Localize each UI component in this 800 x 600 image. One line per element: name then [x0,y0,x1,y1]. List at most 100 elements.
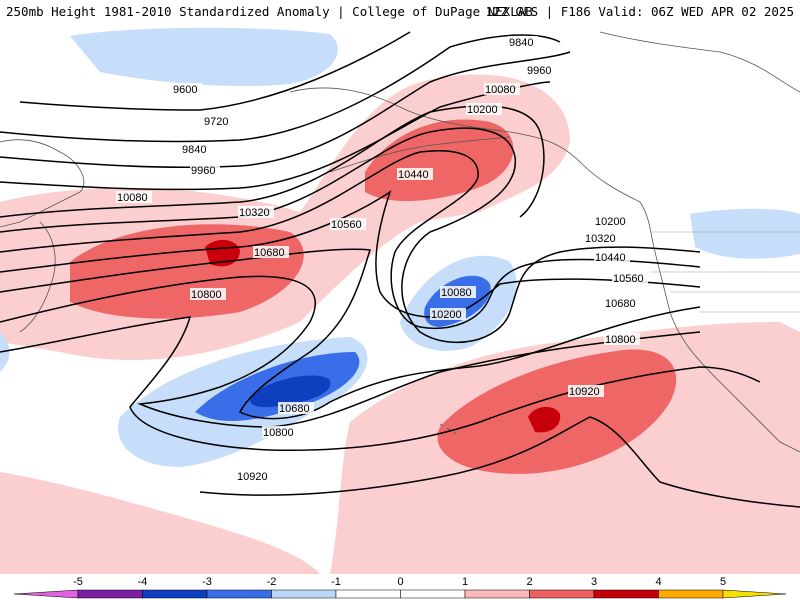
colorbar-tick-label: 0 [397,576,403,588]
svg-text:9960: 9960 [191,165,215,177]
contour-label: 10080 [440,286,476,299]
colorbar-swatch [335,589,401,599]
contour-label: 10080 [484,83,520,96]
coastline-aleutians [329,136,511,173]
colorbar-tick-label: 1 [462,576,468,588]
contour-label: 9840 [181,143,211,156]
contour-label: 9960 [526,64,556,77]
svg-text:10920: 10920 [237,471,268,483]
contour-10440 [0,190,701,318]
colorbar-swatch [142,589,208,599]
svg-text:10200: 10200 [431,309,462,321]
contour-label: 10560 [612,272,648,285]
hawaii-islands [439,423,457,435]
contour-labels: 9600 9720 9840 9960 10080 10200 10320 10… [116,36,648,483]
contour-label: 10320 [584,232,620,245]
contour-9600 [19,31,411,111]
svg-text:10800: 10800 [191,289,222,301]
svg-text:10080: 10080 [117,192,148,204]
contour-10680 [0,275,701,428]
contour-label: 10200 [594,215,630,228]
header-bar: 250mb Height 1981-2010 Standardized Anom… [0,0,800,22]
model-valid-time: 12Z GFS | F186 Valid: 06Z WED APR 02 202… [485,4,794,19]
contour-label: 9840 [508,36,538,49]
svg-text:10320: 10320 [585,233,616,245]
contour-label: 10680 [604,297,640,310]
anomaly-neg1-region [690,208,800,259]
colorbar-tick-label: 5 [720,576,726,588]
anomaly-pos3-region [205,239,240,267]
colorbar-tick-label: -5 [73,576,83,588]
contour-label: 9720 [203,115,233,128]
colorbar-swatches [13,589,787,599]
contour-label: 10920 [568,385,604,398]
contour-label: 10440 [397,168,433,181]
svg-text:10080: 10080 [485,84,516,96]
colorbar-tick-label: 3 [591,576,597,588]
colorbar-tick-label: -1 [331,576,341,588]
anomaly-neg3-region [249,375,331,408]
contour-label: 10680 [253,246,289,259]
anomaly-neg1-region [0,332,10,372]
colorbar-tick-label: -3 [202,576,212,588]
colorbar-tick-label: 2 [526,576,532,588]
contour-label: 10800 [262,426,298,439]
svg-text:9840: 9840 [509,37,533,49]
coastlines [0,31,800,453]
contour-10920 [199,416,800,508]
colorbar-swatch [529,589,595,599]
contour-10080 [0,105,545,218]
contour-9720 [0,34,561,143]
contour-label: 10200 [430,308,466,321]
svg-text:9720: 9720 [204,116,228,128]
contour-label: 10080 [116,191,152,204]
colorbar-swatch [77,589,143,599]
state-borders [650,231,800,313]
colorbar-swatch [400,589,466,599]
svg-text:10440: 10440 [398,169,429,181]
contour-label: 10320 [238,206,274,219]
contour-label: 10200 [466,103,502,116]
svg-text:10560: 10560 [331,219,362,231]
svg-text:10800: 10800 [605,334,636,346]
contour-label: 10800 [604,333,640,346]
colorbar-tick-label: -2 [267,576,277,588]
coastline-kamchatka [19,221,56,333]
svg-text:10920: 10920 [569,386,600,398]
svg-text:10200: 10200 [467,104,498,116]
svg-text:10200: 10200 [595,216,626,228]
anomaly-neg1-region [70,27,338,87]
svg-text:10560: 10560 [613,273,644,285]
anomaly-colorbar: -5 -4 -3 -2 -1 0 1 2 3 4 5 [13,576,787,599]
negative-anomaly-shading [0,27,800,467]
contour-label: 9600 [172,83,202,96]
colorbar-tick-label: -4 [138,576,148,588]
svg-text:10320: 10320 [239,207,270,219]
svg-text:10680: 10680 [254,247,285,259]
coastline-arctic [599,31,800,93]
colorbar-tick-labels: -5 -4 -3 -2 -1 0 1 2 3 4 5 [73,576,726,588]
contour-10560 [0,248,701,420]
colorbar-swatch [658,589,724,599]
coastline-west-north-america [654,251,800,453]
colorbar-swatch [722,589,787,599]
contour-label: 9960 [190,164,220,177]
colorbar-swatch [464,589,530,599]
colorbar-swatch [206,589,272,599]
positive-anomaly-shading [0,74,800,574]
colorbar-tick-label: 4 [655,576,661,588]
anomaly-pos1-region [0,472,320,574]
coastline-alaska [289,87,656,253]
svg-text:10680: 10680 [279,403,310,415]
colorbar-swatch [593,589,659,599]
svg-text:9600: 9600 [173,84,197,96]
coastline-siberia [0,139,85,228]
contour-9840 [0,51,571,169]
contour-label: 10920 [236,470,272,483]
anomaly-pos2-region [70,224,304,319]
map-title: 250mb Height 1981-2010 Standardized Anom… [6,4,533,19]
colorbar-swatch [271,589,337,599]
svg-text:9960: 9960 [527,65,551,77]
svg-text:10080: 10080 [441,287,472,299]
